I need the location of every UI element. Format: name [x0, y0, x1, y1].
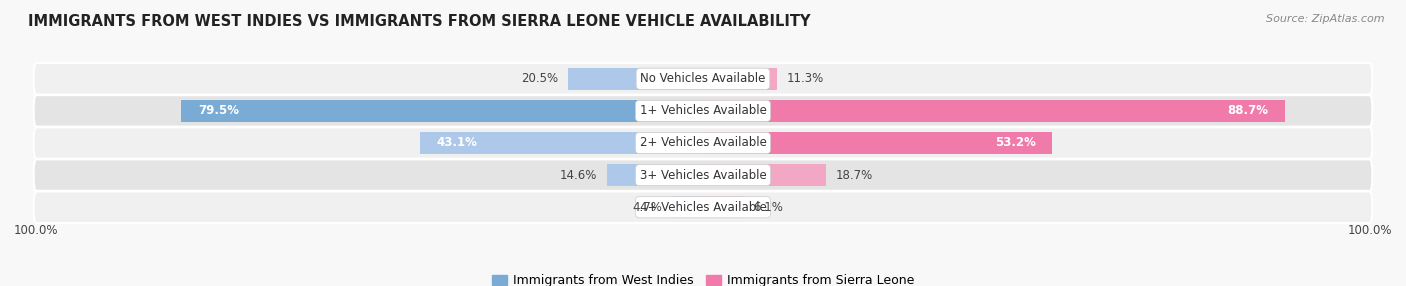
Text: 4+ Vehicles Available: 4+ Vehicles Available: [640, 201, 766, 214]
Legend: Immigrants from West Indies, Immigrants from Sierra Leone: Immigrants from West Indies, Immigrants …: [486, 269, 920, 286]
Text: 100.0%: 100.0%: [14, 224, 59, 237]
Bar: [703, 164, 825, 186]
FancyBboxPatch shape: [34, 127, 1372, 159]
Bar: [672, 196, 703, 218]
Text: 79.5%: 79.5%: [198, 104, 239, 117]
Text: 1+ Vehicles Available: 1+ Vehicles Available: [640, 104, 766, 117]
Text: 18.7%: 18.7%: [835, 169, 873, 182]
Text: Source: ZipAtlas.com: Source: ZipAtlas.com: [1267, 14, 1385, 24]
Text: 88.7%: 88.7%: [1227, 104, 1268, 117]
Text: 4.7%: 4.7%: [633, 201, 662, 214]
FancyBboxPatch shape: [34, 192, 1372, 223]
Text: 2+ Vehicles Available: 2+ Vehicles Available: [640, 136, 766, 150]
Bar: [703, 132, 1052, 154]
Bar: [181, 100, 703, 122]
Text: 14.6%: 14.6%: [560, 169, 598, 182]
Text: 6.1%: 6.1%: [752, 201, 783, 214]
Text: 3+ Vehicles Available: 3+ Vehicles Available: [640, 169, 766, 182]
Text: 100.0%: 100.0%: [1347, 224, 1392, 237]
Text: 11.3%: 11.3%: [787, 72, 824, 85]
Bar: [607, 164, 703, 186]
Bar: [703, 100, 1285, 122]
FancyBboxPatch shape: [34, 63, 1372, 94]
Text: 20.5%: 20.5%: [522, 72, 558, 85]
Text: No Vehicles Available: No Vehicles Available: [640, 72, 766, 85]
Bar: [703, 196, 742, 218]
Text: 53.2%: 53.2%: [995, 136, 1036, 150]
Text: IMMIGRANTS FROM WEST INDIES VS IMMIGRANTS FROM SIERRA LEONE VEHICLE AVAILABILITY: IMMIGRANTS FROM WEST INDIES VS IMMIGRANT…: [28, 14, 811, 29]
FancyBboxPatch shape: [34, 95, 1372, 127]
FancyBboxPatch shape: [34, 159, 1372, 191]
Bar: [568, 68, 703, 90]
Bar: [420, 132, 703, 154]
Bar: [703, 68, 778, 90]
Text: 43.1%: 43.1%: [437, 136, 478, 150]
